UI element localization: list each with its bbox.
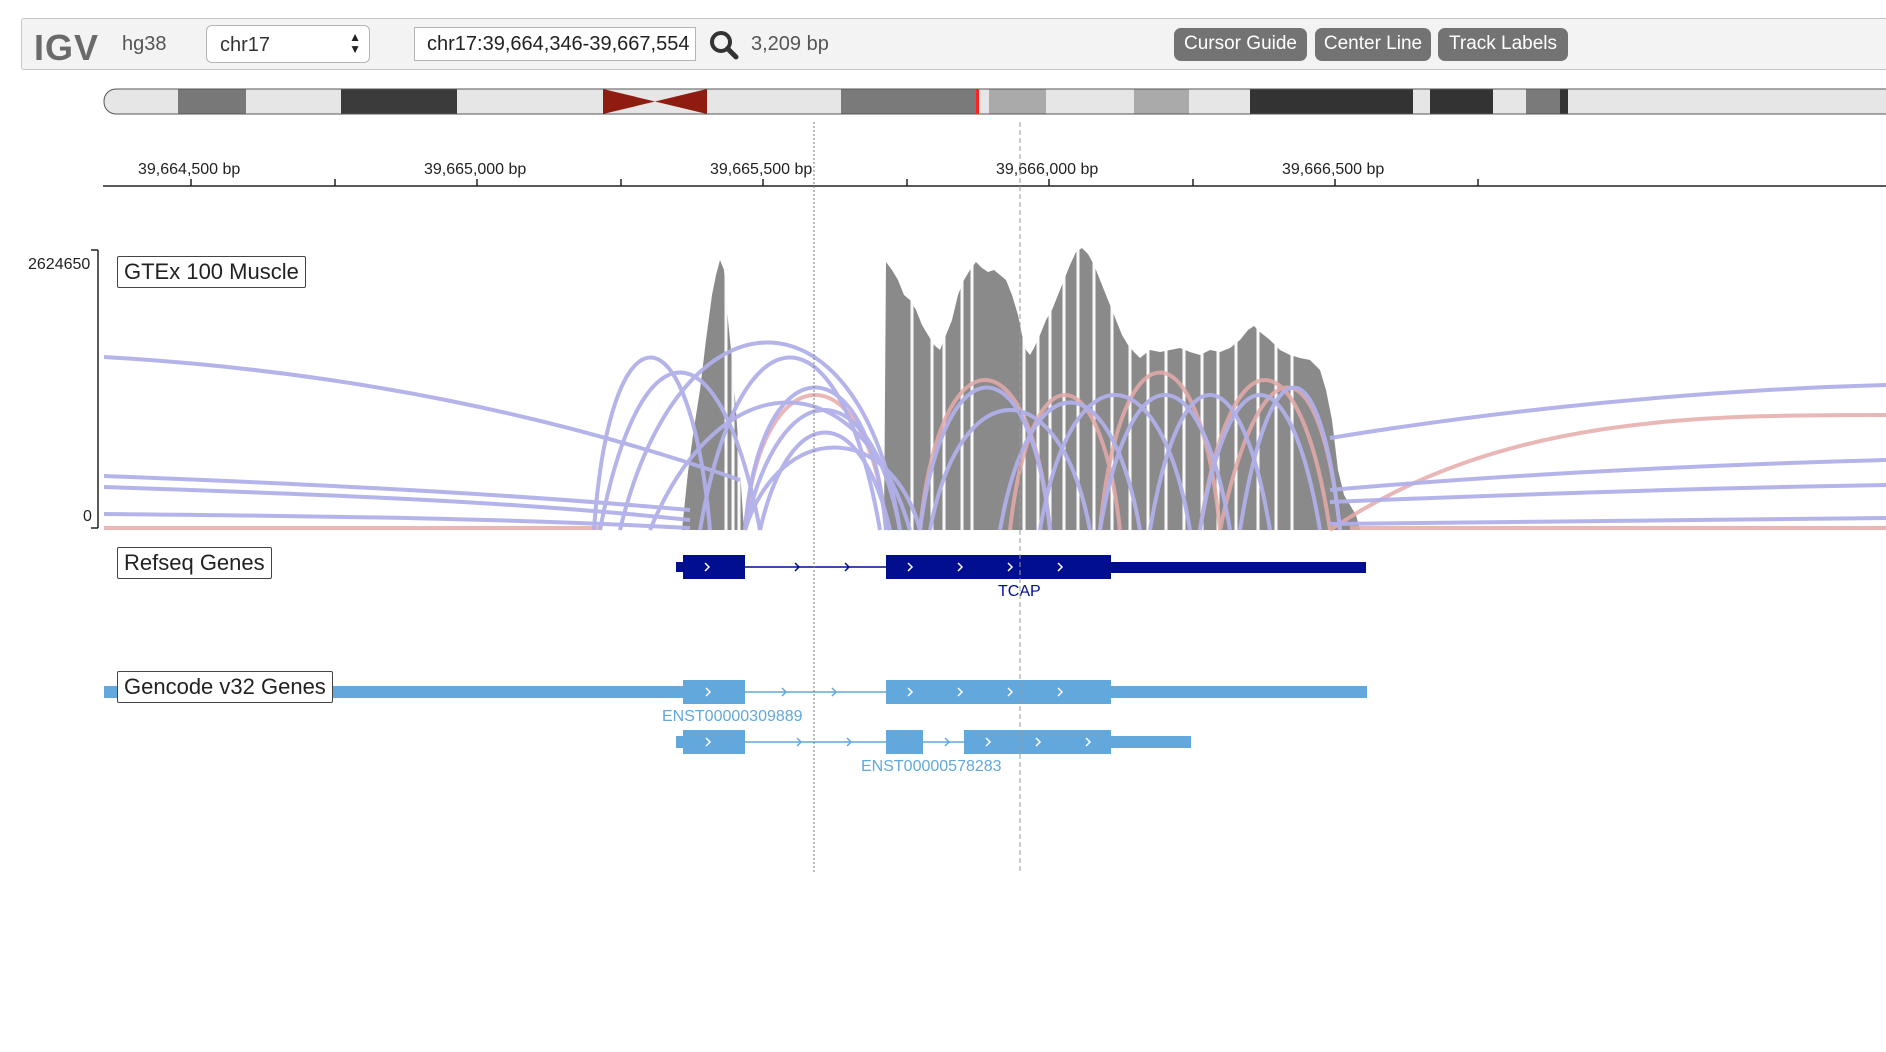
track-label-gencode[interactable]: Gencode v32 Genes — [117, 671, 333, 703]
gene-tcap[interactable] — [676, 555, 1366, 579]
ruler-tick-label: 39,665,500 bp — [710, 161, 813, 178]
gene-name-label: TCAP — [998, 583, 1041, 600]
ruler-track[interactable] — [0, 150, 1886, 192]
ruler-tick-label: 39,664,500 bp — [138, 161, 241, 178]
refseq-gene-track[interactable] — [0, 548, 1886, 588]
bp-width-label: 3,209 bp — [751, 33, 829, 55]
ruler-tick-label: 39,665,000 bp — [424, 161, 527, 178]
ruler-tick-label: 39,666,500 bp — [1282, 161, 1385, 178]
track-label-refseq[interactable]: Refseq Genes — [117, 547, 272, 579]
igv-navbar: IGV hg38 chr17 ▲ ▼ chr17:39,664,346-39,66… — [21, 18, 1886, 70]
transcript-name-label: ENST00000309889 — [662, 708, 803, 725]
axis-max-label: 2624650 — [28, 256, 91, 273]
igv-logo: IGV — [34, 27, 100, 68]
track-label-gtex[interactable]: GTEx 100 Muscle — [117, 256, 306, 288]
chromosome-value: chr17 — [220, 34, 271, 56]
data-range-axis — [91, 249, 99, 529]
axis-min-label: 0 — [83, 508, 92, 525]
chromosome-select[interactable]: chr17 ▲ ▼ — [206, 25, 370, 63]
locus-search-input[interactable]: chr17:39,664,346-39,667,554 — [414, 27, 696, 61]
select-arrows-icon: ▲ ▼ — [349, 30, 361, 56]
splice-junction-track[interactable] — [0, 240, 1886, 532]
transcript-name-label: ENST00000578283 — [861, 758, 1002, 775]
genome-label[interactable]: hg38 — [122, 33, 167, 55]
chromosome-ideogram[interactable] — [0, 86, 1886, 118]
center-line-button[interactable]: Center Line — [1315, 28, 1431, 61]
ruler-tick-label: 39,666,000 bp — [996, 161, 1099, 178]
cursor-guide-button[interactable]: Cursor Guide — [1174, 28, 1307, 61]
transcript-enst00000578283[interactable] — [676, 730, 1191, 754]
plus-strand-junctions — [103, 340, 1886, 531]
track-labels-button[interactable]: Track Labels — [1438, 28, 1568, 61]
search-icon[interactable] — [708, 29, 740, 61]
